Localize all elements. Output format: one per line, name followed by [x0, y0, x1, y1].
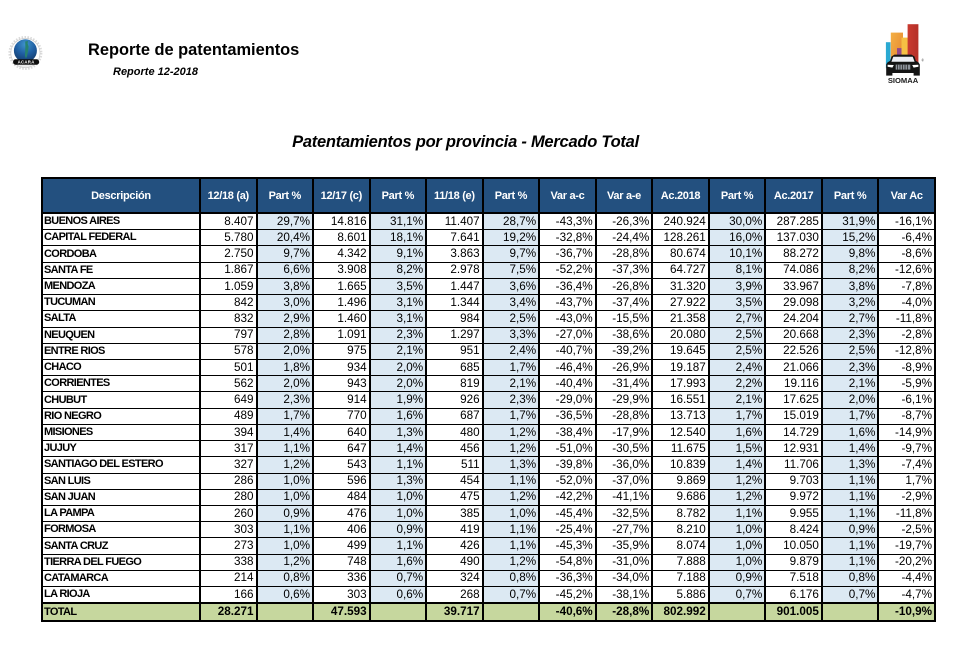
- svg-text:®: ®: [922, 59, 925, 63]
- svg-text:ACARA: ACARA: [18, 60, 35, 65]
- svg-text:SIOMAA: SIOMAA: [888, 76, 919, 85]
